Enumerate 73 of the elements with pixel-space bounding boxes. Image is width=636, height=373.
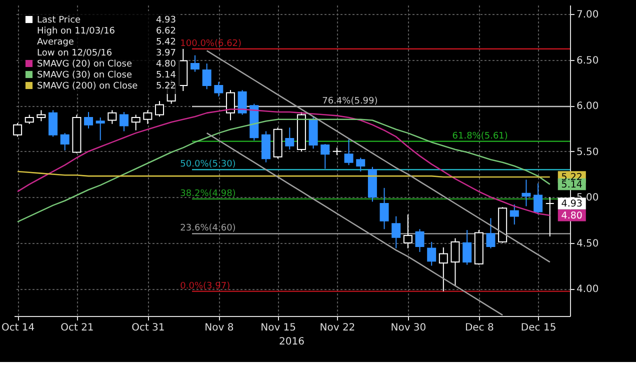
candlestick bbox=[415, 228, 424, 252]
x-tick-label: Dec 8 bbox=[464, 322, 494, 334]
candlestick bbox=[534, 182, 543, 215]
text: Average 5.42 bbox=[37, 38, 176, 48]
text: High on 11/03/16 6.62 bbox=[37, 26, 176, 36]
candlestick bbox=[96, 117, 105, 141]
candlestick bbox=[202, 63, 212, 90]
ref-line-label: 100.0%(6.62) bbox=[180, 38, 242, 49]
x-tick-label: Nov 30 bbox=[390, 322, 426, 334]
candlestick bbox=[545, 196, 554, 237]
legend-label: SMAVG (20) on Close bbox=[37, 60, 132, 70]
x-tick-label: Nov 15 bbox=[260, 322, 296, 334]
x-tick-label: Nov 22 bbox=[320, 322, 356, 334]
candlestick bbox=[427, 241, 436, 266]
legend-label: SMAVG (200) on Close bbox=[37, 82, 138, 92]
ref-line-label: 23.6%(4.60) bbox=[180, 224, 236, 234]
legend-label: SMAVG (30) on Close bbox=[37, 70, 132, 80]
candlestick bbox=[108, 110, 117, 124]
candlestick bbox=[190, 54, 200, 72]
candlestick bbox=[344, 138, 354, 166]
text: 4.80 bbox=[156, 60, 176, 70]
data-label: 4.80 bbox=[561, 210, 582, 222]
candlestick bbox=[261, 130, 270, 163]
candlestick bbox=[131, 114, 140, 131]
ref-line-label: 76.4%(5.99) bbox=[322, 96, 378, 107]
candlestick bbox=[84, 112, 94, 129]
candlestick bbox=[510, 204, 519, 226]
ref-line-label: 0.0%(3.97) bbox=[180, 281, 230, 292]
y-tick-label: 6.00 bbox=[576, 101, 599, 112]
ref-line-label: 50.0%(5.30) bbox=[180, 160, 236, 170]
y-tick-label: 4.00 bbox=[576, 284, 599, 296]
candlestick bbox=[356, 157, 366, 172]
candlestick bbox=[450, 238, 460, 286]
y-tick-label: 6.50 bbox=[576, 55, 599, 66]
candlestick bbox=[155, 100, 164, 118]
y-tick-label: 5.50 bbox=[576, 146, 599, 158]
candlestick bbox=[36, 110, 46, 122]
candlestick bbox=[60, 132, 70, 151]
candlestick bbox=[320, 144, 330, 170]
candlestick bbox=[380, 187, 389, 230]
y-tick-label: 4.50 bbox=[576, 238, 599, 250]
candlestick bbox=[48, 110, 58, 138]
candlestick bbox=[24, 114, 34, 124]
candlestick bbox=[438, 246, 448, 292]
candlestick bbox=[522, 179, 531, 207]
candlestick bbox=[392, 216, 401, 249]
x-tick-label: Oct 21 bbox=[60, 322, 94, 334]
x-tick-label: Dec 15 bbox=[520, 322, 556, 334]
candlestick bbox=[462, 230, 472, 266]
text: Low on 12/05/16 3.97 bbox=[37, 48, 176, 58]
candlestick bbox=[486, 218, 496, 249]
text: 4.93 bbox=[561, 198, 582, 210]
x-tick-label: Oct 14 bbox=[1, 322, 35, 334]
y-tick-label: 7.00 bbox=[576, 10, 599, 21]
candlestick bbox=[332, 147, 342, 156]
data-label: 5.14 bbox=[561, 179, 582, 190]
x-tick-label: Nov 8 bbox=[204, 322, 234, 334]
candlestick bbox=[238, 90, 247, 116]
candlestick bbox=[226, 90, 235, 121]
candlestick bbox=[403, 214, 412, 249]
text: 4.93 bbox=[156, 16, 176, 26]
candlestick bbox=[120, 112, 129, 132]
ref-line-label: 61.8%(5.61) bbox=[452, 131, 508, 142]
text: 5.22 bbox=[156, 82, 176, 92]
text: 5.14 bbox=[156, 70, 176, 80]
candlestick bbox=[214, 81, 224, 97]
ref-line-label: 38.2%(4.98) bbox=[180, 188, 236, 199]
candlestick bbox=[13, 122, 22, 138]
x-axis-title: 2016 bbox=[279, 336, 304, 348]
x-tick-label: Oct 31 bbox=[132, 322, 165, 334]
legend-label: Last Price bbox=[37, 16, 82, 26]
candlestick bbox=[143, 110, 152, 124]
candlestick bbox=[285, 127, 294, 150]
